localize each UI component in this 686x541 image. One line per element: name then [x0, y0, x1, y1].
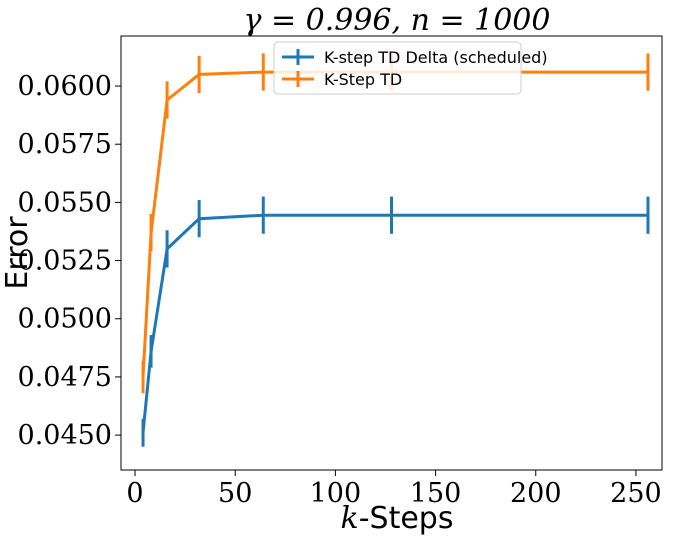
data-point [646, 213, 650, 217]
data-point [141, 431, 145, 435]
data-point [141, 375, 145, 379]
x-tick-label: 100 [310, 478, 362, 509]
y-tick-label: 0.0500 [18, 304, 112, 335]
legend-label: K-step TD Delta (scheduled) [324, 48, 548, 67]
y-axis-label: Error [0, 216, 35, 290]
data-point [165, 98, 169, 102]
y-tick-label: 0.0475 [18, 362, 112, 393]
y-tick-label: 0.0450 [18, 420, 112, 451]
y-tick-label: 0.0525 [18, 246, 112, 277]
data-point [149, 231, 153, 235]
chart-title: γ = 0.996, n = 1000 [244, 3, 551, 38]
series-line [141, 213, 648, 433]
data-point [261, 70, 265, 74]
x-tick-label: 200 [510, 478, 562, 509]
series-1 [141, 196, 650, 447]
y-tick-label: 0.0550 [18, 187, 112, 218]
x-tick-label: 0 [126, 478, 143, 509]
plot-frame [120, 35, 663, 471]
data-point [261, 213, 265, 217]
data-point [165, 247, 169, 251]
legend-label: K-Step TD [324, 70, 402, 89]
legend: K-step TD Delta (scheduled) K-Step TD [273, 41, 548, 95]
series-2 [141, 53, 650, 394]
x-tick-label: 50 [218, 478, 252, 509]
data-point [149, 349, 153, 353]
x-tick-label: 250 [610, 478, 662, 509]
data-point [197, 72, 201, 76]
data-point [390, 213, 393, 217]
x-axis-label-var: k [341, 501, 359, 536]
y-tick-label: 0.0575 [18, 129, 112, 160]
x-axis-label-suffix: -Steps [359, 501, 454, 536]
x-tick-label: 150 [410, 478, 462, 509]
plot-series [141, 53, 650, 447]
series-line [141, 70, 648, 377]
axes: 0 50 100 150 200 250 0.0450 0.0475 0.0500 0.0525 0… [18, 71, 662, 509]
legend-box [273, 41, 522, 95]
y-tick-label: 0.0600 [18, 71, 112, 102]
x-axis-label: k-Steps [341, 501, 454, 536]
data-point [197, 217, 201, 221]
data-point [646, 70, 650, 74]
